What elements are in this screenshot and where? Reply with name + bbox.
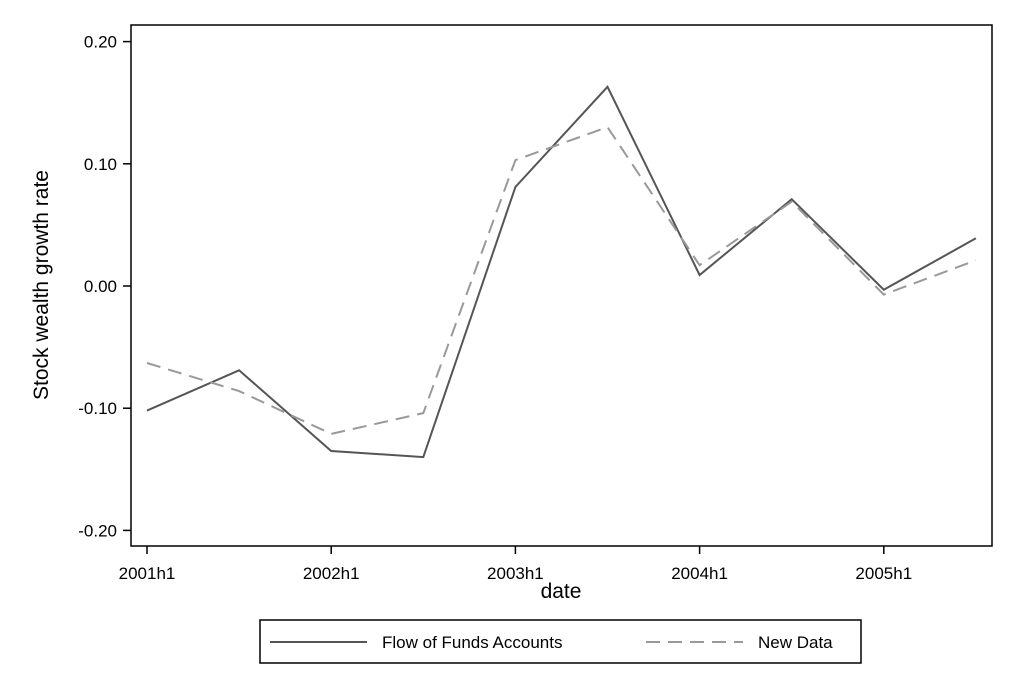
x-tick-label: 2004h1 (671, 564, 728, 583)
y-axis: 0.20 0.10 0.00 -0.10 -0.20 (78, 33, 131, 540)
x-tick-label: 2001h1 (119, 564, 176, 583)
plot-area-frame (130, 24, 993, 547)
series-line-flow-of-funds-accounts (146, 85, 977, 459)
series-line-new-data (146, 125, 977, 435)
y-axis-title: Stock wealth growth rate (30, 170, 53, 400)
x-tick-label: 2002h1 (303, 564, 360, 583)
x-tick-label: 2005h1 (855, 564, 912, 583)
legend-label-flow-of-funds-accounts: Flow of Funds Accounts (382, 633, 562, 652)
y-tick-label: 0.00 (84, 277, 117, 296)
x-axis: 2001h1 2002h1 2003h1 2004h1 2005h1 (119, 546, 912, 583)
y-tick-label: -0.20 (78, 521, 117, 540)
x-tick-label: 2003h1 (487, 564, 544, 583)
series-lines (146, 85, 977, 459)
y-tick-label: 0.10 (84, 155, 117, 174)
legend: Flow of Funds Accounts New Data (259, 619, 862, 664)
y-tick-label: -0.10 (78, 399, 117, 418)
y-tick-label: 0.20 (84, 33, 117, 52)
x-axis-title: date (541, 580, 582, 603)
legend-label-new-data: New Data (758, 633, 833, 652)
